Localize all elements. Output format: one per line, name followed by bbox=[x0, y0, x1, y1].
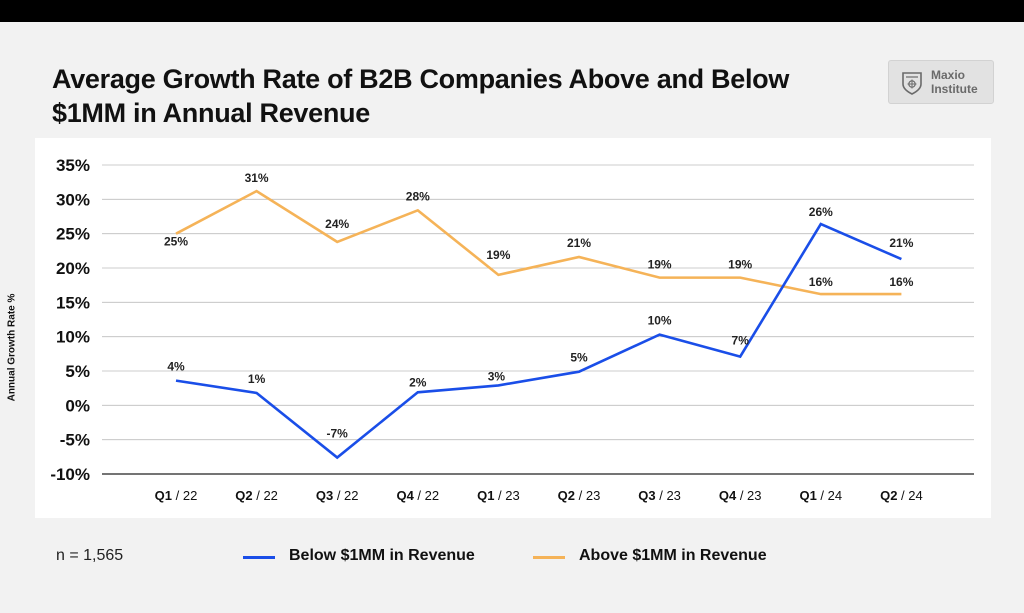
y-tick-label: 30% bbox=[56, 190, 90, 209]
data-label-above: 25% bbox=[164, 235, 188, 249]
y-tick-label: -5% bbox=[60, 431, 90, 450]
x-tick-label: Q2 / 23 bbox=[558, 488, 601, 503]
maxio-institute-badge: Maxio Institute bbox=[888, 60, 994, 104]
x-tick-label: Q1 / 24 bbox=[799, 488, 842, 503]
x-tick-label: Q3 / 23 bbox=[638, 488, 681, 503]
data-label-below: 1% bbox=[248, 372, 266, 386]
plot-panel bbox=[35, 138, 991, 518]
chart-title: Average Growth Rate of B2B Companies Abo… bbox=[52, 64, 790, 128]
y-tick-label: 35% bbox=[56, 156, 90, 175]
data-label-above: 19% bbox=[648, 258, 672, 272]
data-label-below: -7% bbox=[327, 427, 349, 441]
data-label-below: 7% bbox=[732, 334, 750, 348]
data-label-below: 10% bbox=[648, 314, 672, 328]
data-label-above: 16% bbox=[889, 275, 913, 289]
data-label-below: 3% bbox=[488, 369, 506, 383]
x-tick-label: Q4 / 22 bbox=[396, 488, 439, 503]
series-line-above bbox=[175, 189, 902, 296]
y-tick-label: 10% bbox=[56, 328, 90, 347]
x-tick-label: Q2 / 22 bbox=[235, 488, 278, 503]
y-tick-label: 25% bbox=[56, 225, 90, 244]
data-label-below: 4% bbox=[167, 360, 185, 374]
data-label-below: 5% bbox=[570, 351, 588, 365]
data-label-below: 21% bbox=[889, 236, 913, 250]
y-tick-label: 20% bbox=[56, 259, 90, 278]
x-tick-label: Q3 / 22 bbox=[316, 488, 359, 503]
data-label-above: 21% bbox=[567, 236, 591, 250]
y-tick-label: -10% bbox=[50, 465, 90, 484]
x-tick-label: Q1 / 23 bbox=[477, 488, 520, 503]
badge-line-1: Maxio bbox=[931, 68, 966, 82]
data-label-above: 16% bbox=[809, 275, 833, 289]
data-label-above: 24% bbox=[325, 217, 349, 231]
slide-background: Average Growth Rate of B2B Companies Abo… bbox=[0, 22, 1024, 613]
y-tick-label: 5% bbox=[65, 362, 90, 381]
x-tick-label: Q2 / 24 bbox=[880, 488, 923, 503]
data-label-above: 19% bbox=[728, 258, 752, 272]
data-label-below: 2% bbox=[409, 375, 427, 389]
badge-text: Maxio Institute bbox=[931, 68, 978, 96]
series-line-below bbox=[175, 222, 902, 460]
data-label-below: 26% bbox=[809, 205, 833, 219]
x-tick-label: Q4 / 23 bbox=[719, 488, 762, 503]
x-tick-label: Q1 / 22 bbox=[155, 488, 198, 503]
data-label-above: 19% bbox=[486, 248, 510, 262]
y-tick-label: 15% bbox=[56, 293, 90, 312]
institute-shield-icon bbox=[902, 72, 922, 95]
data-label-above: 28% bbox=[406, 189, 430, 203]
data-label-above: 31% bbox=[245, 171, 269, 185]
badge-line-2: Institute bbox=[931, 82, 978, 96]
y-tick-label: 0% bbox=[65, 396, 90, 415]
